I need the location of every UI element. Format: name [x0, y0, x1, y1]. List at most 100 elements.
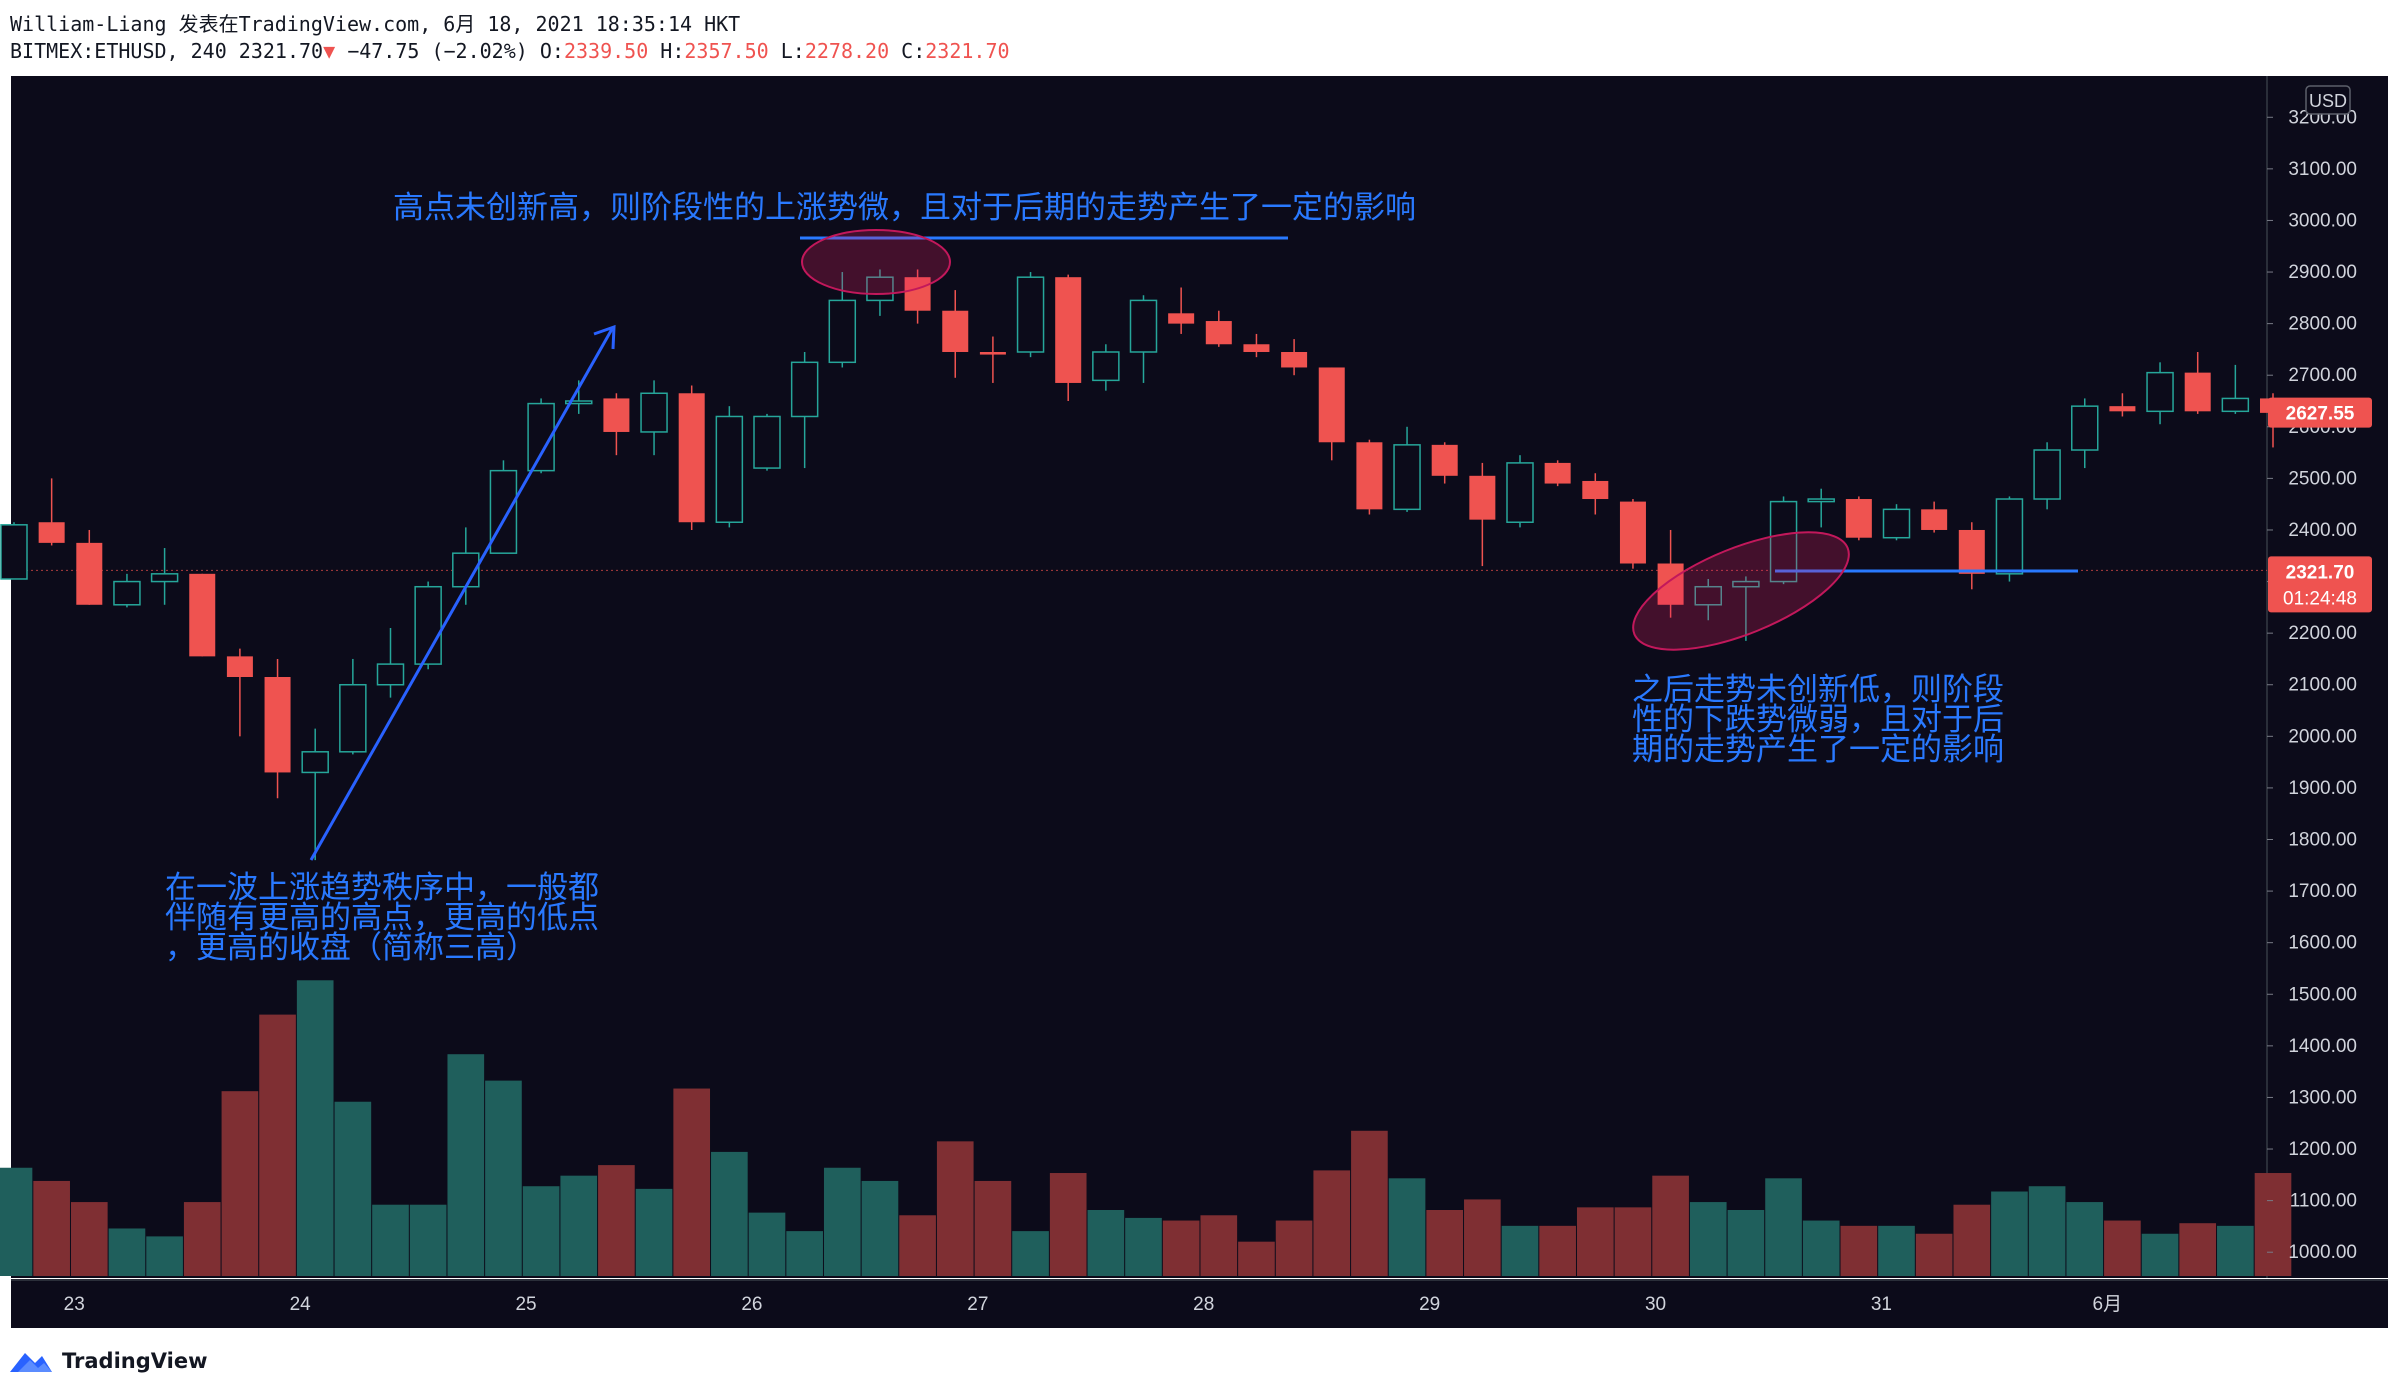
price-label-value: 2627.55: [2286, 404, 2355, 425]
x-tick-label: 25: [515, 1294, 536, 1315]
close-value: 2321.70: [925, 39, 1010, 63]
annotations: 高点未创新高，则阶段性的上涨势微，且对于后期的走势产生了一定的影响之后走势未创新…: [165, 190, 2004, 966]
candle-body: [1393, 444, 1421, 511]
volume-bar: [2217, 1225, 2254, 1276]
candle-body: [1544, 462, 1571, 484]
tradingview-logo-icon[interactable]: [8, 1348, 54, 1374]
candle: [2146, 362, 2174, 425]
symbol-label[interactable]: BITMEX:ETHUSD, 240: [10, 39, 227, 63]
candle-body: [376, 663, 405, 686]
volume-bar: [1878, 1225, 1915, 1276]
candle: [1657, 529, 1684, 618]
candle: [452, 527, 480, 605]
volume-bar: [108, 1228, 146, 1276]
candle-body: [189, 573, 216, 657]
price-change: −47.75 (−2.02%): [347, 39, 528, 63]
candle-body: [2184, 372, 2211, 412]
candle-body: [1657, 563, 1684, 605]
x-tick-label: 24: [290, 1294, 312, 1315]
candle: [489, 460, 518, 554]
candle-body: [1958, 529, 1985, 574]
y-tick-label: 1000.00: [2288, 1242, 2357, 1263]
volume-bar: [1765, 1178, 1802, 1276]
volume-bar: [1351, 1130, 1388, 1276]
low-label: L:: [780, 39, 805, 63]
candle: [753, 413, 781, 471]
volume-bar: [711, 1151, 748, 1276]
volume-bar: [1464, 1199, 1501, 1276]
candle: [1092, 344, 1120, 391]
volume-bar: [1539, 1225, 1576, 1276]
high-ellipse[interactable]: [801, 229, 951, 295]
volume-bar: [70, 1202, 108, 1276]
time-axis-background[interactable]: [11, 1281, 2388, 1328]
candle: [376, 627, 405, 698]
low-ellipse[interactable]: [1618, 508, 1863, 674]
price-labels: 2627.55 2321.70 01:24:48: [2268, 397, 2372, 613]
volume-bar: [447, 1054, 485, 1276]
candle-body: [38, 522, 65, 543]
x-tick-label: 28: [1193, 1294, 1214, 1315]
y-tick-label: 1600.00: [2288, 933, 2357, 954]
high-value: 2357.50: [684, 39, 769, 63]
candle: [1694, 578, 1722, 621]
volume-bar: [1501, 1225, 1539, 1276]
volume-bar: [0, 1167, 33, 1276]
volume-bar: [2141, 1233, 2179, 1276]
candle-body: [1694, 585, 1722, 606]
candle-body: [1356, 442, 1383, 510]
candle-body: [264, 677, 291, 773]
volume-bar: [598, 1165, 635, 1276]
candle-body: [1168, 313, 1195, 324]
x-tick-label: 29: [1419, 1294, 1440, 1315]
candle-body: [1055, 277, 1082, 383]
candle: [2221, 364, 2250, 414]
candle: [226, 648, 253, 737]
price-axis-background[interactable]: [2267, 76, 2388, 1278]
candle-body: [640, 392, 668, 433]
volume-bar: [1802, 1220, 1840, 1276]
candle: [113, 573, 141, 608]
chart-publish-info: William-Liang 发表在TradingView.com, 6月 18,…: [10, 12, 741, 36]
candle: [1845, 496, 1872, 541]
candle-body: [339, 683, 367, 753]
x-tick-label: 23: [64, 1294, 85, 1315]
candle: [1882, 504, 1911, 541]
candle-body: [1769, 500, 1798, 583]
volume-bar: [1238, 1241, 1275, 1276]
volume-bar: [1125, 1217, 1162, 1276]
volume-bar: [2254, 1173, 2292, 1276]
trend-arrow-line[interactable]: [309, 328, 614, 861]
candle: [2109, 393, 2136, 417]
candle: [1995, 496, 2024, 582]
candle: [640, 380, 668, 456]
candle: [979, 336, 1006, 383]
candle: [1431, 442, 1458, 484]
annotation-text: 高点未创新高，则阶段性的上涨势微，且对于后期的走势产生了一定的影响: [393, 190, 1416, 226]
volume-bar: [485, 1080, 522, 1276]
candle-body: [1582, 480, 1609, 500]
currency-label: USD: [2309, 91, 2347, 111]
candle-body: [715, 415, 744, 523]
candle-body: [113, 580, 141, 606]
y-tick-label: 2200.00: [2288, 623, 2357, 644]
candle-body: [790, 361, 819, 418]
candle: [1469, 462, 1496, 567]
volume-bar: [33, 1180, 70, 1276]
candle: [790, 351, 819, 469]
candles: [0, 269, 2286, 861]
volume-bar: [1162, 1220, 1200, 1276]
volume-bar: [1012, 1231, 1049, 1276]
tradingview-brand[interactable]: TradingView: [62, 1349, 208, 1373]
candle-body: [150, 573, 179, 583]
candle-body: [226, 656, 253, 677]
volume-bar: [1840, 1225, 1878, 1276]
annotation-text: 伴随有更高的高点，更高的低点: [165, 900, 599, 936]
volume-bar: [296, 980, 334, 1276]
y-tick-label: 1400.00: [2288, 1036, 2357, 1057]
x-tick-label: 27: [967, 1294, 988, 1315]
volume-bar: [1426, 1209, 1464, 1276]
currency-badge[interactable]: USD: [2305, 85, 2351, 115]
volume-bar: [974, 1180, 1012, 1276]
